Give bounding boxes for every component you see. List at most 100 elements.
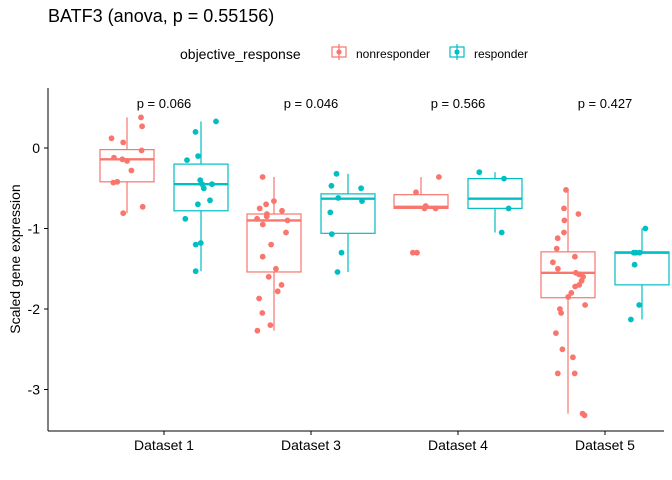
y-tick-label: 0 — [32, 140, 40, 156]
data-point-nonresponder — [571, 370, 578, 377]
legend-key-nonresponder — [331, 44, 347, 60]
data-point-nonresponder — [139, 123, 146, 130]
y-tick-label: -3 — [28, 382, 41, 398]
p-value-label: p = 0.566 — [431, 96, 486, 111]
data-point-responder — [501, 175, 507, 182]
data-point-responder — [197, 240, 204, 246]
box-body — [173, 163, 229, 212]
data-point-nonresponder — [265, 273, 272, 280]
data-point-responder — [498, 229, 505, 236]
box-nonresponder-2 — [393, 174, 449, 256]
box-body — [540, 251, 596, 299]
p-value-label: p = 0.066 — [137, 96, 192, 111]
data-point-responder — [192, 129, 199, 135]
data-point-nonresponder — [284, 217, 291, 224]
legend: objective_response nonresponder responde… — [180, 44, 528, 62]
data-point-nonresponder — [421, 205, 428, 212]
data-point-responder — [207, 197, 213, 204]
data-point-nonresponder — [554, 235, 561, 242]
data-point-nonresponder — [138, 147, 145, 154]
data-point-nonresponder — [254, 215, 260, 222]
box-nonresponder-3 — [540, 187, 596, 419]
y-axis-title: Scaled gene expression — [7, 184, 23, 333]
data-point-nonresponder — [561, 229, 567, 236]
data-point-nonresponder — [128, 167, 135, 174]
data-point-nonresponder — [254, 327, 261, 334]
box-body — [393, 194, 449, 209]
box-body — [467, 177, 523, 209]
data-point-responder — [333, 170, 340, 177]
y-axis-ticks: 0 -1 -2 -3 — [28, 140, 48, 398]
legend-point-glyph — [454, 49, 460, 55]
data-point-nonresponder — [279, 207, 285, 214]
data-point-nonresponder — [563, 187, 569, 193]
data-point-responder — [200, 185, 207, 192]
box-nonresponder-0 — [99, 114, 155, 217]
data-point-nonresponder — [138, 114, 144, 121]
data-point-responder — [642, 225, 649, 232]
data-point-nonresponder — [432, 205, 439, 212]
box-body — [614, 251, 670, 286]
data-point-nonresponder — [259, 174, 266, 180]
data-point-nonresponder — [268, 241, 274, 248]
data-point-responder — [358, 185, 364, 192]
x-axis-ticks: Dataset 1 Dataset 3 Dataset 4 Dataset 5 — [134, 431, 635, 453]
data-point-nonresponder — [555, 265, 561, 272]
data-point-responder — [505, 205, 512, 212]
data-point-nonresponder — [558, 310, 564, 316]
box-responder-1 — [320, 170, 376, 275]
x-tick-label: Dataset 3 — [281, 437, 341, 453]
chart-title: BATF3 (anova, p = 0.55156) — [48, 6, 274, 26]
data-point-responder — [335, 195, 342, 201]
data-point-responder — [192, 241, 199, 248]
data-point-nonresponder — [119, 156, 126, 163]
data-point-nonresponder — [124, 158, 130, 164]
p-value-label: p = 0.046 — [284, 96, 339, 111]
y-tick-label: -1 — [28, 221, 41, 237]
data-point-nonresponder — [139, 203, 146, 210]
legend-title: objective_response — [180, 46, 301, 62]
box-body — [99, 149, 155, 183]
data-point-nonresponder — [572, 283, 578, 290]
x-tick-label: Dataset 4 — [428, 437, 488, 453]
data-point-responder — [328, 182, 335, 189]
data-point-responder — [631, 261, 638, 268]
data-point-nonresponder — [273, 265, 279, 272]
box-responder-0 — [173, 118, 229, 275]
data-point-nonresponder — [256, 295, 262, 302]
data-point-nonresponder — [259, 310, 266, 316]
data-point-responder — [195, 153, 202, 160]
data-point-nonresponder — [259, 221, 266, 228]
data-point-nonresponder — [559, 346, 566, 353]
data-point-nonresponder — [283, 229, 289, 236]
data-point-responder — [195, 201, 201, 208]
plot-area: p = 0.066 p = 0.046 p = 0.566 p = 0.427 — [99, 96, 670, 419]
data-point-responder — [359, 198, 365, 205]
data-point-nonresponder — [256, 205, 263, 212]
data-point-nonresponder — [561, 217, 568, 224]
data-point-nonresponder — [259, 253, 266, 260]
data-point-responder — [328, 231, 335, 238]
data-point-responder — [628, 316, 634, 323]
data-point-nonresponder — [413, 189, 419, 196]
data-point-responder — [209, 181, 215, 188]
data-point-nonresponder — [263, 201, 269, 208]
data-point-responder — [476, 169, 483, 176]
data-point-nonresponder — [554, 370, 561, 377]
box-body — [246, 213, 302, 273]
data-point-responder — [327, 209, 334, 216]
data-point-responder — [184, 157, 190, 164]
box-nonresponder-1 — [246, 174, 302, 334]
data-point-nonresponder — [436, 174, 442, 180]
data-point-nonresponder — [553, 330, 559, 336]
legend-point-glyph — [336, 49, 342, 55]
data-point-nonresponder — [568, 290, 575, 296]
box-responder-2 — [467, 169, 523, 236]
data-point-nonresponder — [565, 294, 572, 300]
data-point-nonresponder — [110, 179, 117, 186]
data-point-responder — [334, 269, 341, 275]
data-point-nonresponder — [553, 245, 560, 252]
y-tick-label: -2 — [28, 301, 41, 317]
data-point-nonresponder — [575, 211, 582, 217]
